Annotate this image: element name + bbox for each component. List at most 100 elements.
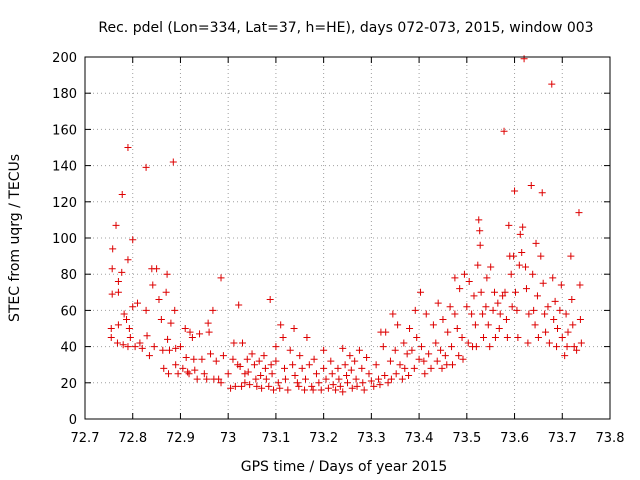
data-point [352,375,360,383]
data-point [279,334,287,342]
data-point [449,361,456,369]
data-point [219,352,227,360]
data-point [482,303,490,311]
data-point [327,357,335,365]
data-point [437,346,445,354]
data-point [522,263,530,271]
data-point [266,296,274,304]
data-point [455,352,463,360]
data-point [432,339,440,347]
data-point [346,352,354,360]
data-point [320,364,328,372]
data-point [525,310,533,318]
y-tick-labels: 0 20 40 60 80 100 120 140 160 180 200 [52,51,77,428]
data-point [188,334,196,342]
data-point [320,346,328,354]
data-point [434,299,442,307]
data-point [351,357,359,365]
data-point [224,370,232,378]
data-point [252,375,260,383]
data-point [515,261,523,269]
data-point [480,334,488,342]
data-point [150,343,158,351]
data-point [248,350,256,358]
data-point [451,274,459,282]
x-tick-labels: 72.7 72.8 72.9 73 73.1 73.2 73.3 73.4 73.5 73.6 73… [71,431,625,446]
data-point [568,296,576,304]
data-point [236,363,244,371]
data-point [545,339,553,347]
data-point [145,352,153,360]
data-point [556,306,564,314]
data-point [500,127,508,135]
data-point [503,334,511,342]
data-point [516,230,524,238]
data-point [519,223,527,231]
data-point [562,310,570,318]
data-point [200,370,208,378]
y-axis-title: STEC from uqrg / TECUs [7,154,23,322]
data-point [293,379,301,387]
data-point [191,366,199,374]
data-point [576,281,584,289]
data-point [136,339,144,347]
data-point [227,384,235,392]
data-point [196,330,204,338]
data-point [491,288,498,296]
data-point [262,375,270,383]
data-point [204,319,212,327]
grid-lines [85,57,610,419]
data-point [163,270,171,278]
data-point [464,339,472,347]
data-point [160,364,168,372]
data-point [415,355,423,363]
data-point [289,361,297,369]
data-point [315,379,323,387]
data-point [250,361,258,369]
data-point [231,382,239,390]
data-point [125,325,133,332]
data-point [209,306,217,314]
data-point [270,386,278,394]
data-point [302,375,309,383]
data-point [448,343,456,351]
data-point [169,158,177,166]
data-point [165,370,173,378]
data-point [363,353,371,361]
data-point [215,375,223,383]
data-point [550,315,558,323]
data-point [460,270,468,278]
data-point [244,368,252,376]
data-point [458,334,466,342]
data-point [167,319,175,327]
data-point [310,355,318,363]
y-tick-label: 60 [60,304,77,319]
data-point [243,355,251,363]
data-point [335,375,343,383]
data-point [459,355,467,363]
data-point [495,325,503,332]
data-point [290,325,298,332]
data-point [332,386,340,394]
data-point [394,321,402,329]
data-point [554,325,561,332]
data-point [358,364,366,372]
data-point [129,303,137,311]
data-point [577,339,585,347]
data-point [406,325,414,332]
y-tick-label: 80 [60,268,77,283]
data-point [471,321,479,329]
data-point [322,375,330,383]
data-point [496,310,504,318]
data-point [541,310,549,318]
data-points [107,55,585,396]
data-point [230,339,238,347]
data-point [107,325,115,332]
data-point [505,221,513,229]
data-point [410,364,418,372]
data-point [531,321,539,329]
data-point [205,328,213,336]
data-point [557,281,565,289]
data-point [274,379,282,387]
data-point [372,361,380,369]
